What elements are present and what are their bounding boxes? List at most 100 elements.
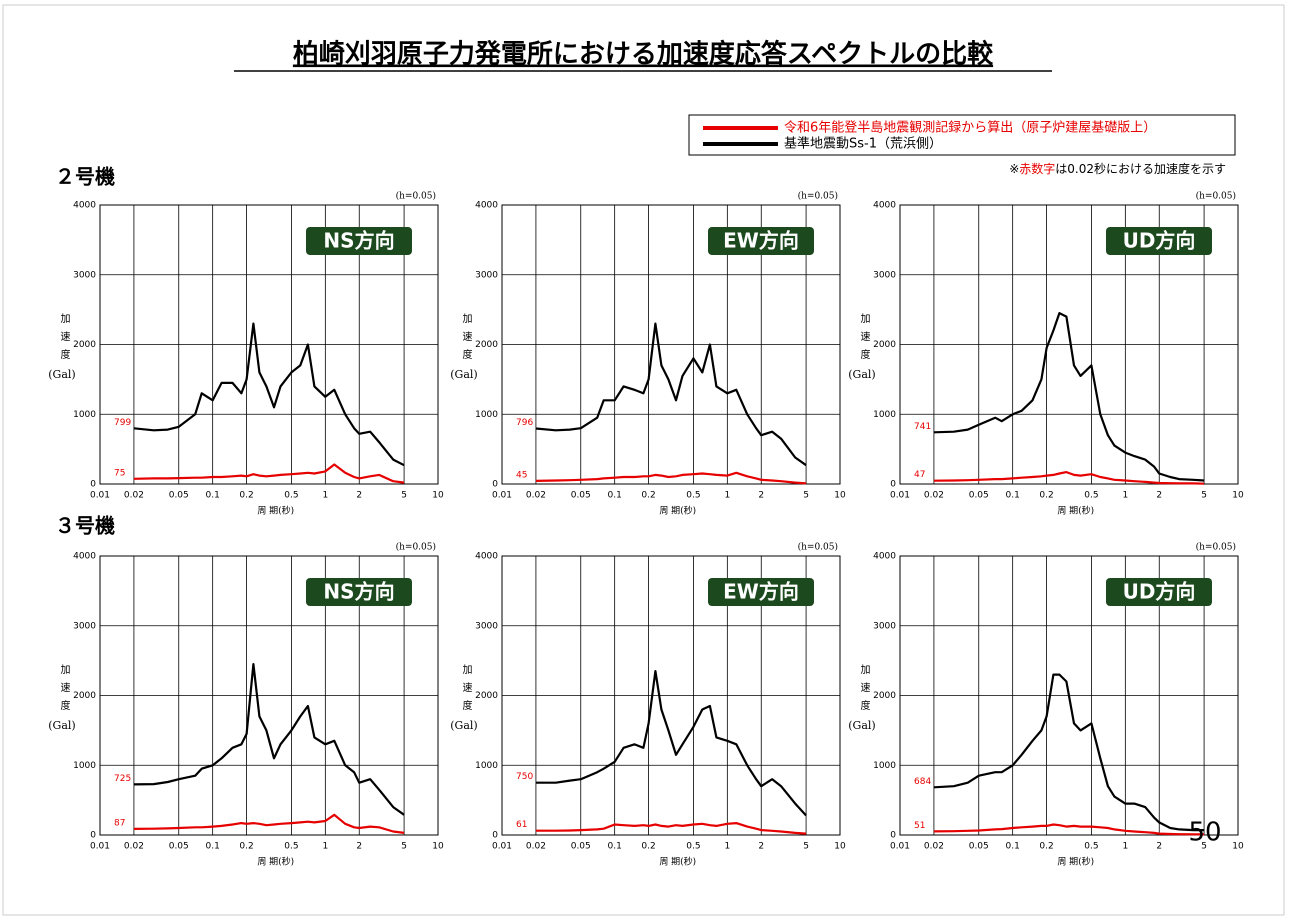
- direction-label: NS方向: [323, 580, 394, 604]
- x-tick-label: 0.02: [924, 491, 944, 501]
- y-tick-label: 0: [492, 831, 498, 841]
- x-tick-label: 1: [322, 491, 328, 501]
- x-tick-label: 0.2: [1039, 842, 1053, 852]
- y-axis-unit: (Gal): [450, 719, 477, 732]
- slide-title: 柏崎刈羽原子力発電所における加速度応答スペクトルの比較: [293, 39, 994, 70]
- x-tick-label: 2: [758, 842, 764, 852]
- chart: 0 1000 2000 3000 4000 0.01 0.02 0.05 0.1 0.2 0.5 1 2…: [450, 542, 846, 868]
- x-tick-label: 0.05: [969, 842, 989, 852]
- series-line: [933, 673, 1205, 832]
- x-tick-label: 1: [1122, 491, 1128, 501]
- legend: 令和6年能登半島地震観測記録から算出（原子炉建屋基礎版上）基準地震動Ss-1（荒…: [703, 120, 1156, 152]
- x-axis-label: 周 期(秒): [1057, 505, 1094, 517]
- y-tick-label: 4000: [873, 552, 896, 562]
- damping-label: (h=0.05): [396, 542, 436, 553]
- y-tick-label: 2000: [873, 340, 896, 350]
- x-tick-label: 0.05: [169, 842, 189, 852]
- legend-box: [688, 114, 1236, 156]
- direction-label: NS方向: [323, 229, 394, 253]
- direction-label: EW方向: [723, 229, 799, 253]
- x-tick-label: 0.2: [641, 491, 655, 501]
- y-tick-label: 0: [890, 480, 896, 490]
- y-tick-label: 4000: [475, 552, 498, 562]
- y-axis-label: 加速度: [58, 664, 70, 718]
- damping-label: (h=0.05): [1196, 542, 1236, 553]
- x-tick-label: 2: [1156, 842, 1162, 852]
- y-tick-label: 2000: [73, 340, 96, 350]
- y-tick-label: 4000: [73, 201, 96, 211]
- x-tick-label: 0.5: [686, 491, 700, 501]
- y-tick-label: 1000: [73, 410, 96, 420]
- value-label: 61: [516, 820, 527, 830]
- y-axis-label: 加速度: [460, 313, 472, 367]
- x-tick-label: 0.02: [124, 842, 144, 852]
- x-tick-label: 10: [432, 491, 444, 501]
- y-axis-label: 加速度: [460, 664, 472, 718]
- x-axis-label: 周 期(秒): [659, 505, 696, 517]
- x-tick-label: 0.2: [239, 491, 253, 501]
- x-tick-label: 10: [1232, 842, 1244, 852]
- x-tick-label: 0.02: [526, 491, 546, 501]
- x-tick-label: 0.01: [492, 491, 512, 501]
- value-label: 684: [914, 777, 931, 787]
- x-tick-label: 0.02: [124, 491, 144, 501]
- value-label: 725: [114, 774, 131, 784]
- x-tick-label: 5: [1201, 491, 1207, 501]
- y-tick-label: 1000: [873, 761, 896, 771]
- value-label: 750: [516, 772, 533, 782]
- direction-badge: [708, 227, 814, 255]
- x-tick-label: 0.01: [890, 491, 910, 501]
- note: ※赤数字は0.02秒における加速度を示す: [1009, 161, 1226, 176]
- y-tick-label: 3000: [475, 270, 498, 280]
- direction-badge: [1106, 578, 1212, 606]
- x-tick-label: 0.1: [1006, 491, 1020, 501]
- x-tick-label: 2: [356, 842, 362, 852]
- direction-badge: [306, 578, 412, 606]
- section-label: ３号機: [55, 514, 115, 538]
- y-tick-label: 1000: [73, 761, 96, 771]
- series-line: [133, 663, 405, 816]
- note-highlight: 赤数字: [1019, 161, 1055, 176]
- chart: 0 1000 2000 3000 4000 0.01 0.02 0.05 0.1 0.2 0.5 1 2…: [848, 191, 1244, 517]
- x-tick-label: 2: [758, 491, 764, 501]
- y-axis-unit: (Gal): [48, 719, 75, 732]
- value-label: 87: [114, 818, 125, 828]
- y-tick-label: 1000: [475, 761, 498, 771]
- series-line: [933, 312, 1205, 482]
- chart: 0 1000 2000 3000 4000 0.01 0.02 0.05 0.1 0.2 0.5 1 2…: [48, 542, 444, 868]
- x-tick-label: 0.02: [924, 842, 944, 852]
- y-axis-unit: (Gal): [450, 368, 477, 381]
- series-line: [133, 813, 405, 834]
- value-label: 47: [914, 470, 925, 480]
- x-axis-label: 周 期(秒): [257, 856, 294, 868]
- x-tick-label: 0.5: [284, 491, 298, 501]
- value-label: 799: [114, 418, 131, 428]
- x-tick-label: 0.01: [90, 491, 110, 501]
- chart: 0 1000 2000 3000 4000 0.01 0.02 0.05 0.1 0.2 0.5 1 2…: [450, 191, 846, 517]
- x-tick-label: 0.01: [492, 842, 512, 852]
- y-tick-label: 0: [492, 480, 498, 490]
- x-axis-label: 周 期(秒): [257, 505, 294, 517]
- y-axis-unit: (Gal): [848, 368, 875, 381]
- x-tick-label: 0.1: [608, 842, 622, 852]
- series-line: [535, 670, 807, 817]
- x-tick-label: 1: [724, 842, 730, 852]
- y-tick-label: 4000: [73, 552, 96, 562]
- x-axis-label: 周 期(秒): [659, 856, 696, 868]
- y-tick-label: 1000: [475, 410, 498, 420]
- direction-label: UD方向: [1123, 229, 1196, 253]
- x-tick-label: 0.1: [1006, 842, 1020, 852]
- note-rest: は0.02秒における加速度を示す: [1055, 161, 1226, 176]
- y-axis-label: 加速度: [858, 313, 870, 367]
- direction-label: UD方向: [1123, 580, 1196, 604]
- x-tick-label: 0.02: [526, 842, 546, 852]
- direction-badge: [1106, 227, 1212, 255]
- x-tick-label: 1: [322, 842, 328, 852]
- legend-label: 令和6年能登半島地震観測記録から算出（原子炉建屋基礎版上）: [784, 120, 1156, 136]
- y-tick-label: 2000: [73, 691, 96, 701]
- y-tick-label: 4000: [873, 201, 896, 211]
- x-tick-label: 0.01: [890, 842, 910, 852]
- x-tick-label: 0.05: [969, 491, 989, 501]
- x-tick-label: 0.1: [206, 491, 220, 501]
